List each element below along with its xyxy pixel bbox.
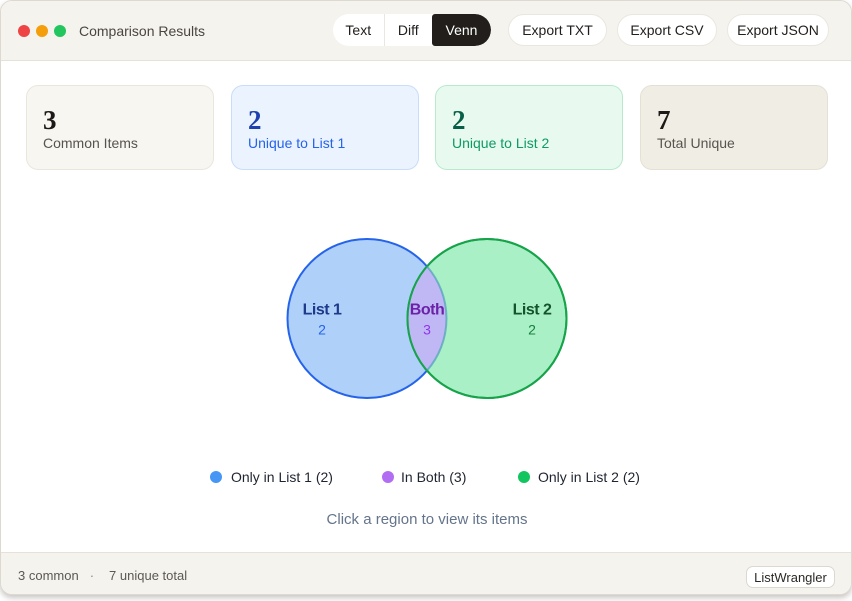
svg-text:Both: Both bbox=[410, 302, 444, 319]
svg-text:List 1: List 1 bbox=[303, 302, 342, 319]
svg-text:2: 2 bbox=[318, 322, 326, 338]
svg-text:3: 3 bbox=[423, 322, 431, 338]
svg-text:List 2: List 2 bbox=[513, 302, 552, 319]
svg-text:2: 2 bbox=[528, 322, 536, 338]
